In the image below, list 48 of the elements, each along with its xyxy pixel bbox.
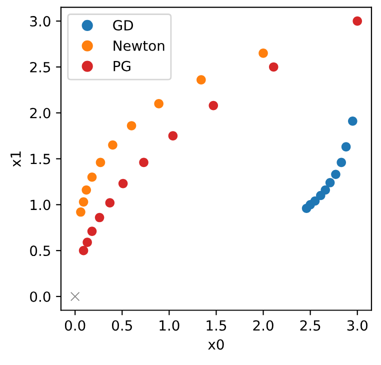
point [341, 142, 351, 152]
point [87, 226, 97, 236]
point [108, 140, 118, 150]
point [96, 158, 106, 168]
y-tick-label: 1.0 [30, 200, 50, 210]
point [258, 48, 268, 58]
point [118, 178, 128, 188]
point [78, 246, 88, 256]
x-tick-label: 0.5 [112, 320, 132, 331]
y-tick-label: 0.0 [30, 291, 50, 302]
x-axis-title: x0 [208, 339, 224, 350]
point [87, 172, 97, 182]
point [139, 158, 148, 168]
x-tick-label: 1.5 [206, 320, 226, 331]
point [78, 197, 88, 207]
point [70, 292, 80, 302]
x-tick-label: 0.0 [64, 320, 86, 331]
legend-label: GD [113, 20, 133, 31]
point [154, 99, 164, 108]
x-tick-label: 2.5 [300, 320, 320, 331]
x-tick-label: 2.0 [253, 320, 274, 331]
point [168, 131, 178, 140]
point [352, 16, 362, 26]
y-axis-title: x1 [10, 152, 21, 167]
y-tick-label: 0.5 [30, 246, 50, 256]
point [348, 116, 358, 126]
point [320, 185, 330, 195]
x-tick-label: 1.0 [160, 320, 180, 331]
y-tick-label: 3.0 [30, 16, 50, 27]
point [76, 207, 86, 217]
point [196, 75, 206, 84]
legend-label: Newton [114, 40, 164, 51]
point [325, 178, 335, 188]
x-tick-label: 3.0 [347, 320, 368, 331]
point [331, 170, 340, 180]
y-tick-label: 2.0 [30, 108, 50, 118]
point [268, 62, 278, 72]
point [208, 100, 218, 110]
point [94, 212, 104, 222]
point [310, 196, 320, 206]
point [82, 185, 92, 195]
y-tick-label: 2.5 [30, 62, 50, 72]
point [82, 238, 92, 247]
legend-label: PG [114, 60, 130, 72]
point [105, 198, 115, 208]
y-tick-label: 1.5 [30, 154, 50, 164]
point [126, 121, 136, 130]
point [336, 158, 346, 168]
